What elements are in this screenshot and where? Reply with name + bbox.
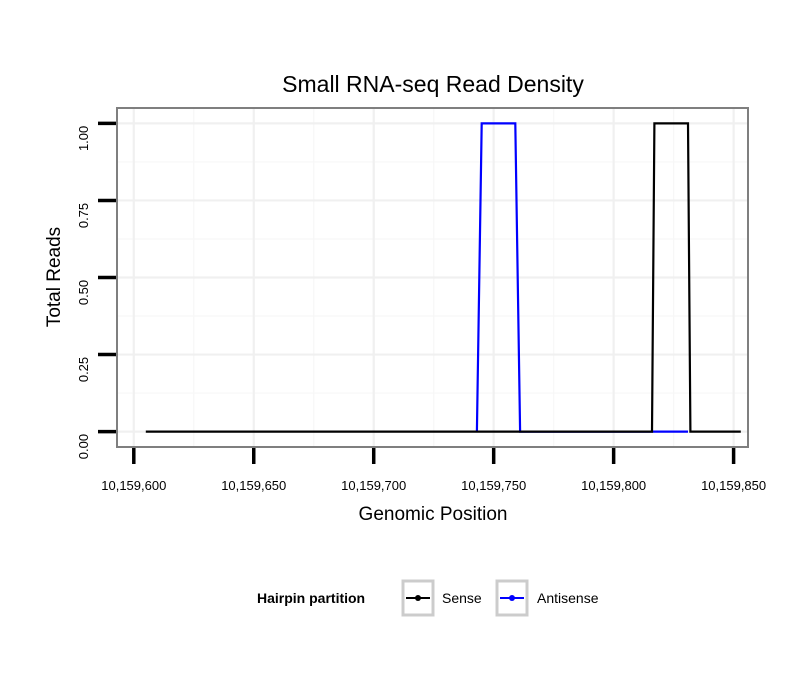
plot-border [116, 107, 749, 448]
series-line-antisense [475, 122, 688, 433]
x-axis: 10,159,600 10,159,650 10,159,700 10,159,750… [101, 448, 766, 493]
y-tick-label: 0.25 [76, 357, 91, 382]
legend-title: Hairpin partition [257, 590, 365, 606]
y-tick-label: 0.75 [76, 203, 91, 228]
legend-label: Sense [442, 590, 482, 606]
legend-label: Antisense [537, 590, 599, 606]
y-axis-title: Total Reads [44, 227, 65, 327]
x-tick-label: 10,159,700 [341, 478, 406, 493]
x-axis-title: Genomic Position [359, 504, 508, 525]
x-tick-label: 10,159,750 [461, 478, 526, 493]
legend: Hairpin partition Sense Antisense [257, 579, 599, 617]
x-tick-label: 10,159,850 [701, 478, 766, 493]
series-layer [145, 122, 741, 433]
y-tick-label: 0.50 [76, 280, 91, 305]
chart-title: Small RNA-seq Read Density [282, 71, 584, 97]
x-tick-label: 10,159,800 [581, 478, 646, 493]
grid [117, 108, 748, 447]
series-line-sense [145, 122, 741, 433]
x-tick-label: 10,159,650 [221, 478, 286, 493]
x-tick-label: 10,159,600 [101, 478, 166, 493]
y-tick-label: 0.00 [76, 434, 91, 459]
legend-key-dot [415, 595, 421, 601]
y-tick-label: 1.00 [76, 126, 91, 151]
y-axis: 0.00 0.25 0.50 0.75 1.00 [76, 121, 116, 459]
legend-key-dot [509, 595, 515, 601]
